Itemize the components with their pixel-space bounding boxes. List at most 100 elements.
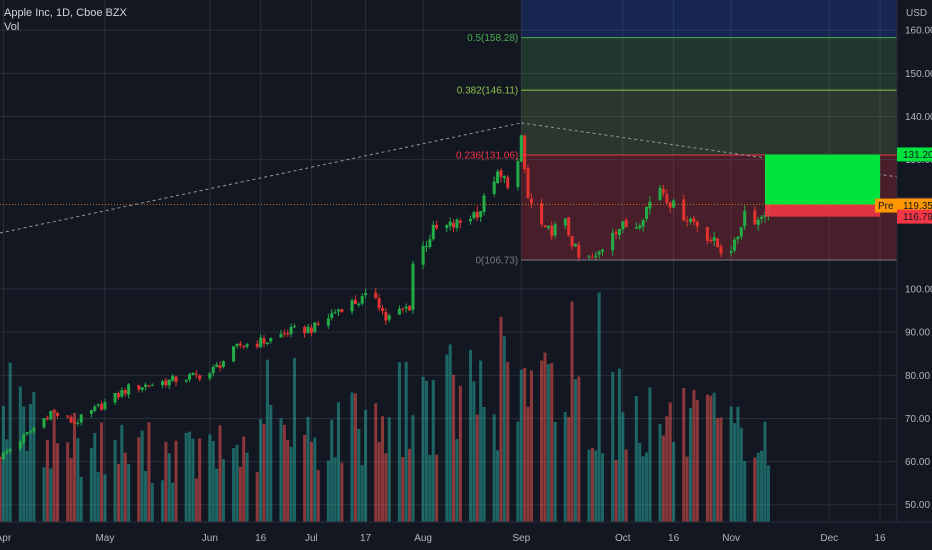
- volume-bar: [644, 452, 649, 522]
- volume-bar: [634, 396, 638, 522]
- price-axis[interactable]: 160.00150.00140.00130.00100.0090.0080.00…: [875, 0, 932, 550]
- volume-bar: [519, 369, 523, 522]
- candle-body: [445, 224, 449, 228]
- volume-bar: [316, 470, 320, 522]
- time-tick-label: Aug: [414, 533, 432, 544]
- candle-body: [350, 300, 354, 312]
- candle-body: [648, 201, 652, 209]
- volume-bar: [279, 418, 283, 522]
- volume-bar: [648, 387, 652, 522]
- time-axis[interactable]: Apr May Jun 16 Jul 17 Aug Sep Oct 16 Nov Dec 16: [0, 521, 932, 544]
- candle-body: [492, 181, 496, 195]
- volume-bar: [445, 354, 449, 522]
- candle-body: [472, 212, 476, 218]
- volume-bar: [411, 415, 415, 522]
- volume-bar: [546, 364, 550, 522]
- candle-body: [221, 361, 225, 367]
- candle-body: [519, 135, 523, 162]
- pre-market-badge: [875, 198, 897, 213]
- volume-bar: [611, 371, 615, 522]
- volume-bar: [93, 432, 97, 522]
- volume-bar: [458, 385, 462, 522]
- trend-line[interactable]: [0, 122, 522, 234]
- price-tag: [897, 209, 932, 224]
- symbol-label[interactable]: Apple Inc, 1D, Cboe BZX: [4, 7, 127, 19]
- volume-bar: [303, 434, 307, 522]
- candle-body: [232, 346, 236, 362]
- candle-body: [577, 244, 581, 258]
- volume-bar: [739, 427, 743, 522]
- volume-bar: [1, 405, 5, 522]
- candle-body: [262, 338, 266, 344]
- candle-body: [184, 379, 188, 382]
- fib-level-label: 0.5(158.28): [467, 33, 518, 44]
- candle-body: [661, 189, 665, 194]
- candle-body: [458, 220, 462, 223]
- volume-bar: [103, 474, 107, 522]
- candle-body: [245, 344, 249, 347]
- volume-bar: [282, 424, 286, 522]
- volume-bar: [292, 357, 297, 522]
- volume-bar: [563, 412, 567, 522]
- candle-body: [570, 236, 574, 247]
- volume-bar: [499, 316, 503, 522]
- pre-market-label: Pre: [878, 201, 894, 212]
- price-tag: [897, 147, 932, 162]
- candle-body: [316, 323, 320, 325]
- candle-body: [215, 364, 219, 368]
- volume-bar: [28, 404, 32, 522]
- volume-bar: [540, 360, 544, 522]
- volume-bar: [245, 452, 249, 522]
- volume-bar: [543, 352, 547, 522]
- volume-bar: [705, 394, 709, 522]
- volume-bar: [729, 406, 733, 522]
- volume-bar: [313, 437, 317, 522]
- candle-body: [448, 221, 452, 226]
- candle-body: [644, 207, 649, 219]
- volume-bar: [567, 417, 571, 522]
- volume-bar: [753, 457, 757, 522]
- candle-body: [336, 309, 341, 312]
- volume-bar: [594, 450, 598, 522]
- volume-bar: [482, 406, 486, 522]
- candle-body: [404, 306, 408, 309]
- candle-body: [408, 305, 412, 311]
- candle-body: [326, 318, 330, 326]
- candle-body: [475, 211, 479, 218]
- time-tick-label: 17: [360, 533, 372, 544]
- volume-bar: [766, 465, 770, 522]
- volume-bar: [215, 468, 219, 522]
- position-stop-zone[interactable]: [764, 204, 881, 217]
- volume-bar: [262, 423, 266, 522]
- volume-bar: [221, 459, 225, 522]
- time-tick-label: 16: [875, 533, 887, 544]
- price-axis-bg[interactable]: [897, 0, 932, 550]
- candle-body: [25, 432, 29, 435]
- candle-body: [529, 198, 533, 204]
- volume-bar: [8, 362, 12, 522]
- volume-bar: [736, 406, 740, 522]
- volume-label[interactable]: Vol: [4, 21, 20, 33]
- price-tick-label: 140.00: [905, 112, 932, 123]
- candle-body: [600, 249, 605, 252]
- position-target-zone[interactable]: [764, 154, 881, 205]
- candle-body: [496, 171, 500, 183]
- candle-body: [194, 373, 198, 375]
- candle-body: [719, 246, 723, 254]
- volume-bar: [0, 461, 2, 522]
- volume-bar: [25, 450, 29, 522]
- volume-bar: [96, 471, 100, 522]
- volume-bar: [695, 399, 699, 522]
- candle-body: [66, 415, 70, 417]
- fib-zone-0-382: [521, 90, 897, 156]
- candle-body: [401, 308, 405, 310]
- volume-bar: [211, 440, 215, 522]
- volume-bar: [587, 449, 591, 522]
- candle-body: [763, 215, 767, 217]
- volume-bar: [672, 442, 676, 522]
- volume-bar: [661, 435, 665, 522]
- candle-body: [705, 227, 709, 241]
- drawings[interactable]: 0.5(158.28) 0.382(146.11) 0.236(131.06) 0(1…: [0, 33, 898, 267]
- candle-body: [103, 402, 107, 410]
